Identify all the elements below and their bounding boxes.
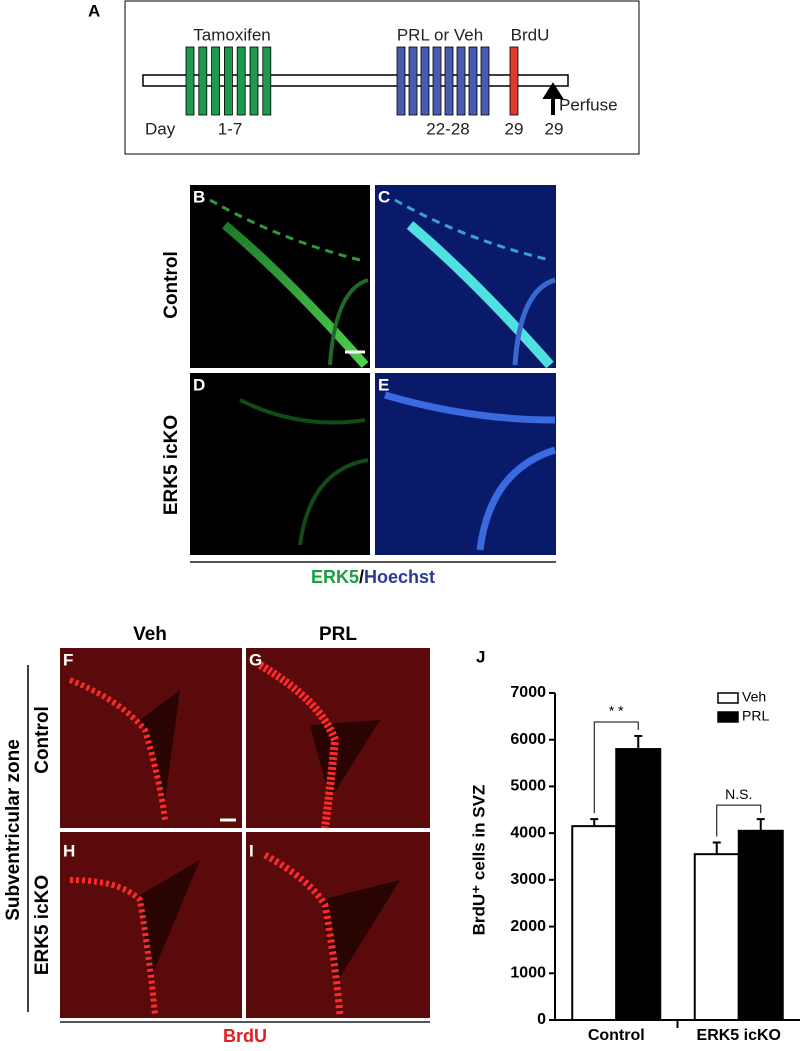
day: 1-7 [218, 119, 243, 138]
panel-label: D [193, 375, 205, 394]
error-bar [590, 818, 599, 827]
panel-label: I [249, 841, 254, 860]
prl-pulse [396, 46, 406, 116]
y-tick-label: 5000 [510, 778, 546, 795]
panel-label: E [378, 375, 389, 394]
bar-chart: 0 1000 2000 3000 4000 5000 6000 7000 Control ERK5… [510, 684, 800, 1044]
tamoxifen-pulse [262, 46, 272, 116]
y-tick-label: 6000 [510, 731, 546, 748]
y-tick-label: 7000 [510, 684, 546, 701]
row-label: Control [32, 706, 53, 774]
row-label: ERK5 icKO [32, 875, 53, 975]
day: 22-28 [426, 119, 469, 138]
error-bar [712, 841, 721, 855]
legend-label: PRL [742, 708, 769, 724]
legend-swatch [717, 692, 739, 704]
stain-caption: BrdU [223, 1026, 267, 1046]
panel-label: H [63, 841, 75, 860]
y-tick-label: 0 [537, 1011, 546, 1028]
timeline-bar [142, 74, 569, 87]
row-label: Control [161, 251, 182, 319]
stain-caption: ERK5/Hoechst [311, 567, 435, 587]
x-tick-label: ERK5 icKO [697, 1027, 781, 1044]
y-axis-label: BrdU⁺ cells in SVZ [469, 785, 488, 936]
y-tick-label: 3000 [510, 871, 546, 888]
y-tick-label: 1000 [510, 965, 546, 982]
prl-pulse [480, 46, 490, 116]
prl-pulse [444, 46, 454, 116]
prl-pulse [432, 46, 442, 116]
panel-label: J [476, 647, 485, 666]
panel-label: C [378, 187, 390, 206]
y-tick-label: 2000 [510, 918, 546, 935]
tamoxifen-pulse [236, 46, 246, 116]
bar [737, 829, 784, 1021]
day-label: Day [145, 119, 176, 138]
prl-pulse [468, 46, 478, 116]
significance-bracket [716, 804, 762, 837]
prl-pulse [420, 46, 430, 116]
perfuse-label: Perfuse [559, 95, 618, 114]
prl-pulse [456, 46, 466, 116]
timeline-marks [185, 46, 519, 116]
drug-label: PRL or Veh [397, 25, 483, 44]
timeline-box [124, 0, 640, 155]
perfuse-arrow [542, 82, 564, 115]
panel-label: F [63, 650, 73, 669]
column-label: PRL [319, 624, 357, 645]
panel-label: B [193, 187, 205, 206]
prl-pulse [408, 46, 418, 116]
y-tick-label: 4000 [510, 824, 546, 841]
tamoxifen-pulse [185, 46, 195, 116]
significance-label: N.S. [725, 786, 752, 802]
error-bar [756, 818, 765, 831]
x-tick-label: Control [588, 1027, 645, 1044]
group-label: Subventricular zone [3, 739, 24, 921]
significance-label: * * [609, 703, 624, 719]
drug-label: Tamoxifen [193, 25, 270, 44]
day: 29 [545, 119, 564, 138]
panel-label: A [88, 1, 100, 20]
tamoxifen-pulse [198, 46, 208, 116]
tamoxifen-pulse [249, 46, 259, 116]
bar [615, 748, 662, 1021]
image-grid-bottom [60, 648, 430, 1018]
bar [571, 825, 618, 1022]
drug-label: BrdU [511, 25, 550, 44]
column-label: Veh [133, 624, 167, 645]
tamoxifen-pulse [211, 46, 221, 116]
significance-bracket [593, 721, 639, 814]
bar [693, 853, 740, 1022]
day: 29 [505, 119, 524, 138]
legend-swatch [717, 711, 739, 723]
panel-label: G [249, 650, 262, 669]
image-grid-top [190, 185, 557, 555]
tamoxifen-pulse [223, 46, 233, 116]
brdu-pulse [509, 46, 519, 116]
legend-label: Veh [742, 689, 766, 705]
error-bar [634, 734, 643, 750]
row-label: ERK5 icKO [161, 415, 182, 515]
